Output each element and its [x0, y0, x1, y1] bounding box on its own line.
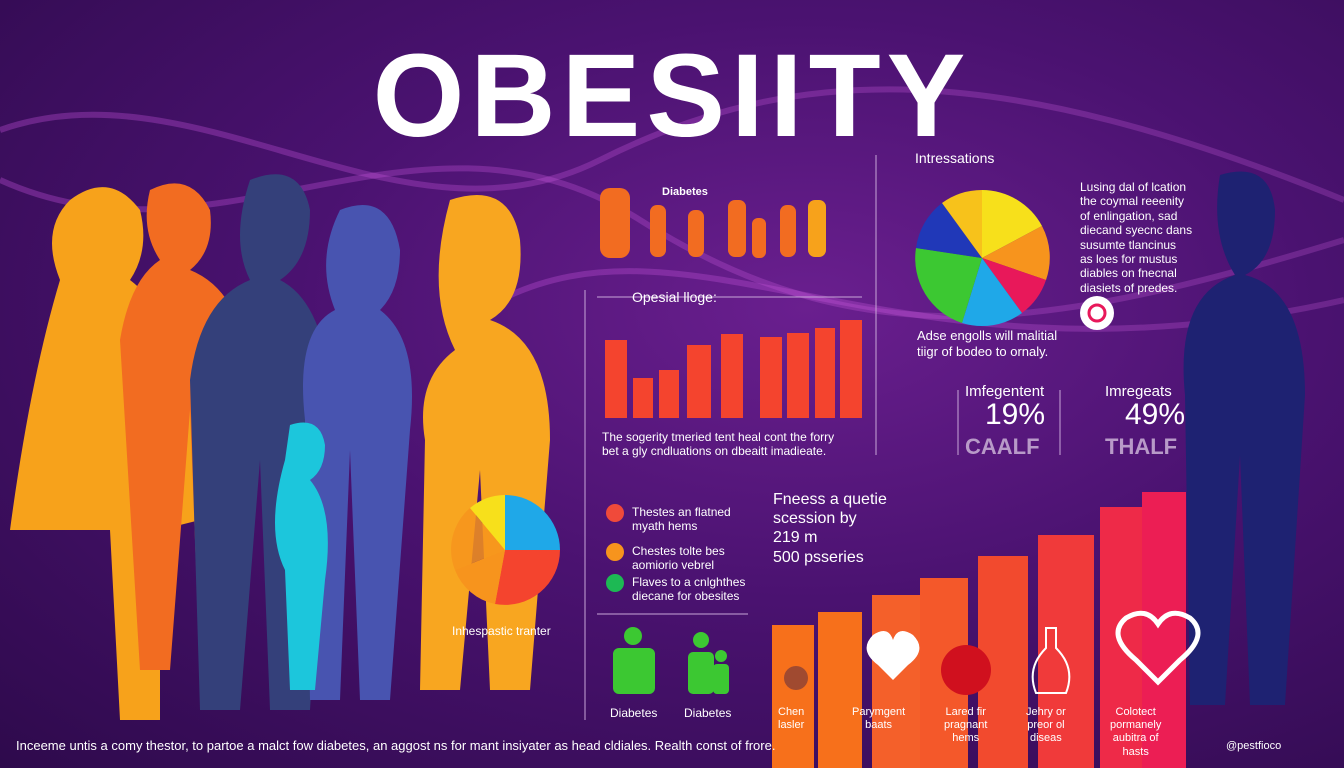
credit: @pestfioco	[1226, 740, 1282, 752]
pie-heading: Intressations	[915, 150, 995, 166]
bar-label: Jehry or preor ol diseas	[1026, 706, 1066, 746]
text-line: myath hems	[632, 519, 698, 534]
legend-text: Chestes tolte bes aomiorio vebrel	[632, 544, 725, 573]
text-line: Lusing dal of lcation	[1080, 180, 1187, 194]
pie-notes: Lusing dal of lcation the coymal reeenity…	[1080, 180, 1192, 295]
bar-caption: The sogerity tmeried tent heal cont the …	[602, 430, 834, 459]
stat-word: THALF	[1105, 434, 1178, 459]
legend-dots	[606, 504, 624, 592]
small-pie-label: Inhespastic tranter	[452, 624, 551, 638]
text-line: diables on fnecnal	[1080, 266, 1177, 281]
text-line: diecand syecnc dans	[1080, 223, 1193, 238]
footer: Inceeme untis a comy thestor, to partoe …	[16, 738, 776, 753]
stat-value: 49%	[1125, 398, 1186, 431]
small-figures	[600, 188, 826, 258]
text-line: aubitra of	[1112, 732, 1159, 745]
pie-caption: Adse engolls will malitial tiigr of bodeo…	[917, 328, 1057, 359]
small-pie	[451, 495, 560, 605]
text-line: Colotect	[1115, 706, 1156, 718]
bars	[605, 320, 862, 418]
pie	[915, 190, 1050, 327]
text-line: as loes for mustus	[1080, 251, 1178, 266]
bar-label: Colotect pormanely aubitra of hasts	[1110, 706, 1161, 759]
text-line: hems	[952, 732, 980, 745]
fact: Fneess a quetie scession by 219 m 500 psser…	[773, 490, 887, 567]
text-line: Thestes an flatned	[632, 505, 731, 519]
text-line: baats	[865, 719, 893, 732]
text-line: pormanely	[1110, 719, 1162, 732]
bar-heading: Opesial lloge:	[632, 289, 717, 305]
text-line: Adse engolls will malitial	[917, 328, 1058, 343]
text-line: Parymgent	[852, 706, 906, 718]
rising-bars	[772, 492, 1201, 768]
bar-label: Lared fir pragnant hems	[944, 706, 987, 746]
text-line: diasiets of predes.	[1080, 280, 1178, 295]
legend-text: Flaves to a cnlghthes diecane for obesite…	[632, 575, 745, 604]
text-line: 219 m	[773, 529, 818, 547]
bar-label: Parymgent baats	[852, 706, 905, 732]
title: OBESIITY	[372, 30, 972, 162]
phone-icon	[1080, 296, 1114, 330]
text-line: diecane for obesites	[632, 589, 740, 604]
text-line: Chestes tolte bes	[632, 544, 725, 558]
text-line: Flaves to a cnlghthes	[632, 575, 746, 589]
text-line: bet a gly cndluations on dbeaitt imadiea…	[602, 444, 827, 459]
stat-label: Imregeats	[1105, 383, 1172, 400]
text-line: Fneess a quetie	[773, 491, 887, 508]
text-line: hasts	[1122, 745, 1149, 758]
icon-label: Diabetes	[684, 706, 732, 720]
text-line: 500 psseries	[773, 548, 864, 566]
text-line: diseas	[1029, 732, 1062, 745]
text-line: of enlingation, sad	[1080, 208, 1178, 223]
text-line: The sogerity tmeried tent heal cont the …	[602, 430, 835, 444]
stat-label: Imfegentent	[965, 383, 1045, 400]
phone-icon-mark	[1087, 303, 1107, 323]
dividers	[584, 155, 1061, 720]
text-line: Jehry or	[1026, 706, 1066, 718]
text-line: susumte tlancinus	[1080, 237, 1177, 252]
text-line: preor ol	[1027, 719, 1065, 732]
text-line: pragnant	[944, 719, 988, 732]
stat-value: 19%	[985, 398, 1046, 431]
legend-dot	[606, 543, 624, 561]
text-line: tiigr of bodeo to ornaly.	[917, 343, 1049, 359]
stat-word: CAALF	[965, 434, 1040, 459]
legend-dot	[606, 504, 624, 522]
text-line: the coymal reeenity	[1080, 194, 1185, 209]
text-line: aomiorio vebrel	[632, 558, 715, 573]
figures-label: Diabetes	[662, 186, 708, 198]
icons	[613, 627, 729, 694]
text-line: Lared fir	[945, 706, 986, 718]
text-line: scession by	[773, 510, 857, 528]
bar-label: Chen lasler	[778, 706, 804, 732]
icon-label: Diabetes	[610, 706, 658, 720]
legend-dot	[606, 574, 624, 592]
silhouettes	[10, 171, 1305, 721]
text-line: lasler	[778, 719, 805, 732]
legend-text: Thestes an flatned myath hems	[632, 505, 731, 534]
text-line: Chen	[778, 706, 805, 718]
